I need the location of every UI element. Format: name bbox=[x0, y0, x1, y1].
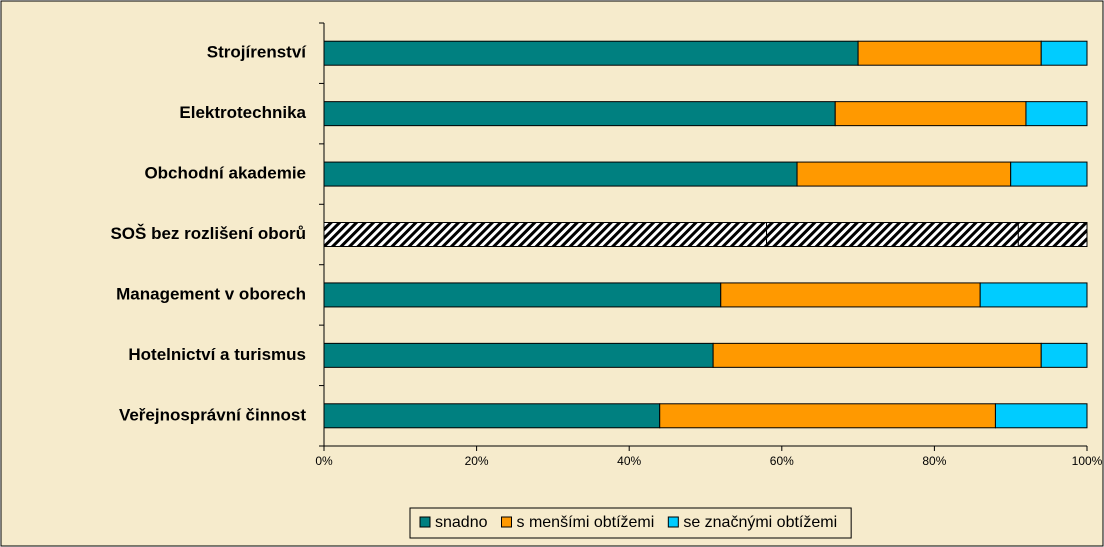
bar-segment bbox=[323, 282, 722, 308]
bar-segment bbox=[323, 403, 661, 429]
bar-segment bbox=[766, 222, 1019, 247]
bar-segment bbox=[712, 342, 1042, 368]
legend-label: se značnými obtížemi bbox=[683, 514, 837, 531]
bar-segment bbox=[994, 403, 1088, 429]
y-tick-label: Elektrotechnika bbox=[179, 103, 306, 122]
y-tick-label: Veřejnosprávní činnost bbox=[119, 405, 306, 424]
bar-segment bbox=[834, 101, 1027, 127]
bar-segment bbox=[323, 161, 798, 187]
x-tick-label: 20% bbox=[465, 454, 489, 468]
bar-segment bbox=[659, 403, 996, 429]
x-tick-label: 60% bbox=[770, 454, 794, 468]
x-tick-label: 40% bbox=[617, 454, 641, 468]
bar-segment bbox=[1040, 342, 1088, 368]
x-tick-label: 80% bbox=[922, 454, 946, 468]
legend-label: snadno bbox=[435, 514, 488, 531]
bar-segment bbox=[1010, 161, 1088, 187]
y-tick-label: Management v oborech bbox=[116, 284, 306, 303]
x-tick-label: 0% bbox=[315, 454, 333, 468]
bar-segment bbox=[323, 101, 836, 127]
bar-segment bbox=[1017, 222, 1088, 247]
legend: snadno s menšími obtížemi se značnými obtí… bbox=[409, 507, 852, 539]
bar-segment bbox=[323, 342, 714, 368]
bar-segment bbox=[323, 40, 859, 66]
x-tick-label: 100% bbox=[1072, 454, 1103, 468]
bar-segment bbox=[796, 161, 1012, 187]
legend-label: s menšími obtížemi bbox=[517, 514, 655, 531]
y-tick-label: SOŠ bez rozlišení oborů bbox=[110, 224, 306, 243]
bar-segment bbox=[720, 282, 981, 308]
bar-segment bbox=[1040, 40, 1088, 66]
y-tick-label: Strojírenství bbox=[207, 43, 307, 62]
y-tick-label: Obchodní akademie bbox=[144, 164, 306, 183]
legend-swatch bbox=[419, 516, 431, 528]
y-tick-label: Hotelnictví a turismus bbox=[128, 345, 306, 364]
legend-swatch bbox=[667, 516, 679, 528]
bar-segment bbox=[857, 40, 1042, 66]
legend-swatch bbox=[501, 516, 512, 528]
bar-segment bbox=[979, 282, 1088, 308]
bar-segment bbox=[323, 222, 768, 247]
legend-box bbox=[409, 507, 852, 539]
bar-segment bbox=[1025, 101, 1088, 127]
